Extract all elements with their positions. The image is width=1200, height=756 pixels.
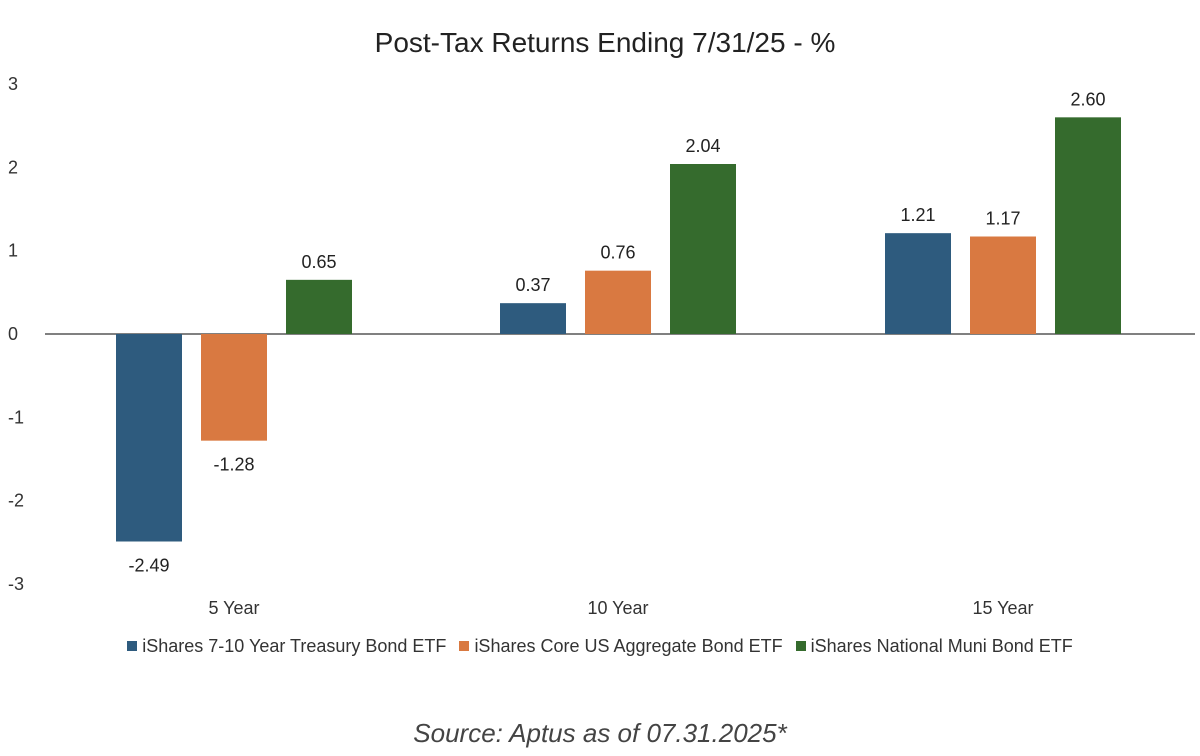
category-label: 10 Year [587,598,648,618]
bars [116,117,1121,542]
bar-chart: Post-Tax Returns Ending 7/31/25 - % 3210… [8,27,1195,618]
bar-1-2 [500,303,566,334]
data-label: 2.60 [1070,89,1105,109]
data-label: 0.37 [515,275,550,295]
data-label: 0.65 [301,252,336,272]
data-label: 1.21 [900,205,935,225]
data-label: 2.04 [685,136,720,156]
bar-3-1 [286,279,352,334]
legend-label-treasury: iShares 7-10 Year Treasury Bond ETF [142,636,447,656]
data-labels: -2.49 0.37 1.21 -1.28 0.76 1.17 0.65 2.04 2.60 [128,89,1105,575]
y-tick-label: -3 [8,574,24,594]
bar-2-2 [585,270,651,334]
legend-swatch-muni [795,641,806,651]
legend-item-treasury: iShares 7-10 Year Treasury Bond ETF [127,636,446,657]
source-note: Source: Aptus as of 07.31.2025* [413,718,787,748]
bar-2-1 [201,334,267,441]
bar-2-3 [970,236,1036,334]
legend-swatch-treasury [127,641,138,651]
y-tick-label: 3 [8,74,18,94]
data-label: 0.76 [600,243,635,263]
data-label: 1.17 [985,209,1020,229]
y-tick-label: 1 [8,241,18,261]
category-label: 15 Year [972,598,1033,618]
bar-1-1 [116,334,182,542]
legend-swatch-aggregate [459,641,470,651]
category-label: 5 Year [208,598,259,618]
y-tick-label: 0 [8,324,18,344]
y-tick-label: -2 [8,491,24,511]
y-axis-ticks: 3 2 1 0 -1 -2 -3 [8,74,24,594]
y-tick-label: 2 [8,157,18,177]
legend: iShares 7-10 Year Treasury Bond ETF iSha… [0,636,1200,657]
legend-item-muni: iShares National Muni Bond ETF [795,636,1073,657]
category-labels: 5 Year 10 Year 15 Year [208,598,1033,618]
legend-item-aggregate: iShares Core US Aggregate Bond ETF [459,636,783,657]
y-tick-label: -1 [8,407,24,427]
data-label: -2.49 [128,556,169,576]
legend-label-muni: iShares National Muni Bond ETF [810,636,1073,656]
bar-3-2 [670,164,736,334]
data-label: -1.28 [213,455,254,475]
bar-1-3 [885,233,951,334]
legend-label-aggregate: iShares Core US Aggregate Bond ETF [474,636,783,656]
bar-3-3 [1055,117,1121,334]
chart-title: Post-Tax Returns Ending 7/31/25 - % [375,27,836,58]
